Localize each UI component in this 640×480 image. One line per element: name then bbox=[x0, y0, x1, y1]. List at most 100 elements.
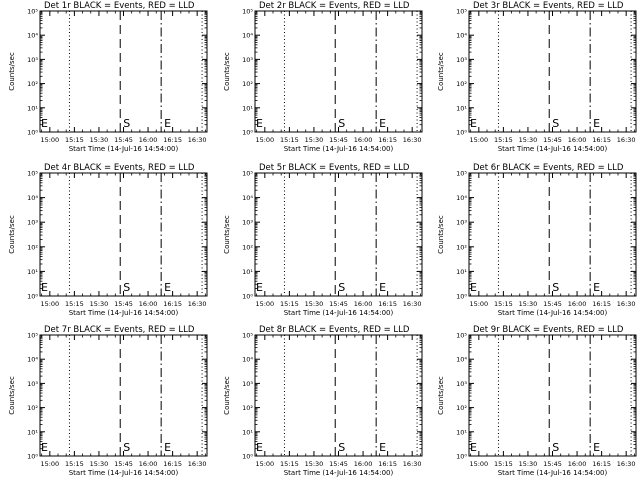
y-tick-label: 10⁰ bbox=[27, 293, 38, 301]
y-tick-label: 10⁵ bbox=[27, 170, 38, 178]
x-tick-label: 15:45 bbox=[114, 136, 133, 144]
y-tick-label: 10³ bbox=[242, 380, 253, 388]
y-tick-label: 10¹ bbox=[242, 104, 253, 112]
x-tick-label: 16:00 bbox=[139, 300, 158, 308]
y-tick-label: 10⁵ bbox=[242, 332, 253, 340]
left-edge-label: E bbox=[470, 441, 477, 454]
x-tick-label: 15:30 bbox=[90, 460, 109, 468]
x-tick-label: 16:00 bbox=[568, 460, 587, 468]
y-axis-label: Counts/sec bbox=[8, 215, 16, 254]
y-tick-label: 10¹ bbox=[27, 428, 38, 436]
detector-panel-2: Det 2r BLACK = Events, RED = LLD 10⁰ 10¹ 10… bbox=[223, 1, 423, 153]
y-tick-label: 10² bbox=[242, 80, 253, 88]
x-tick-label: 15:00 bbox=[40, 136, 59, 144]
left-edge-label: E bbox=[256, 441, 263, 454]
end-marker-label: E bbox=[164, 441, 171, 454]
y-tick-label: 10³ bbox=[27, 56, 38, 64]
x-tick-label: 15:15 bbox=[65, 136, 84, 144]
start-marker-label: S bbox=[123, 281, 130, 294]
x-tick-label: 15:00 bbox=[469, 460, 488, 468]
x-axis-label: Start Time (14-Jul-16 14:54:00) bbox=[498, 309, 608, 317]
x-tick-label: 16:15 bbox=[378, 460, 397, 468]
plot-frame bbox=[39, 334, 208, 457]
x-tick-label: 16:15 bbox=[163, 300, 182, 308]
x-tick-label: 15:15 bbox=[65, 300, 84, 308]
y-tick-label: 10⁴ bbox=[456, 32, 467, 40]
x-tick-label: 16:15 bbox=[378, 300, 397, 308]
y-tick-label: 10³ bbox=[27, 380, 38, 388]
y-tick-label: 10² bbox=[242, 404, 253, 412]
x-tick-label: 15:15 bbox=[494, 460, 513, 468]
start-marker-label: S bbox=[338, 281, 345, 294]
x-tick-label: 15:15 bbox=[280, 300, 299, 308]
left-edge-label: E bbox=[256, 117, 263, 130]
x-tick-label: 15:45 bbox=[543, 136, 562, 144]
y-axis-label: Counts/sec bbox=[8, 52, 16, 91]
detector-panel-8: Det 8r BLACK = Events, RED = LLD 10⁰ 10¹ 10… bbox=[223, 325, 423, 477]
y-tick-label: 10¹ bbox=[456, 428, 467, 436]
y-tick-label: 10⁴ bbox=[456, 194, 467, 202]
x-tick-label: 16:30 bbox=[617, 460, 636, 468]
x-tick-label: 15:00 bbox=[255, 460, 274, 468]
x-tick-label: 15:15 bbox=[280, 460, 299, 468]
x-tick-label: 16:30 bbox=[617, 300, 636, 308]
y-tick-label: 10¹ bbox=[242, 268, 253, 276]
x-axis-label: Start Time (14-Jul-16 14:54:00) bbox=[69, 469, 179, 477]
x-tick-label: 15:45 bbox=[329, 136, 348, 144]
x-axis-label: Start Time (14-Jul-16 14:54:00) bbox=[284, 469, 394, 477]
y-tick-label: 10³ bbox=[456, 380, 467, 388]
y-axis-label: Counts/sec bbox=[223, 376, 231, 415]
y-axis-label: Counts/sec bbox=[223, 215, 231, 254]
end-marker-label: E bbox=[379, 441, 386, 454]
x-tick-label: 15:30 bbox=[519, 300, 538, 308]
x-tick-label: 15:45 bbox=[114, 460, 133, 468]
detector-panel-3: Det 3r BLACK = Events, RED = LLD 10⁰ 10¹ 10… bbox=[437, 1, 637, 153]
x-tick-label: 16:15 bbox=[592, 136, 611, 144]
x-tick-label: 16:15 bbox=[163, 460, 182, 468]
y-tick-label: 10⁰ bbox=[27, 129, 38, 137]
start-marker-label: S bbox=[552, 281, 559, 294]
start-marker-label: S bbox=[338, 441, 345, 454]
left-edge-label: E bbox=[41, 117, 48, 130]
plot-frame bbox=[468, 334, 637, 457]
x-tick-label: 15:45 bbox=[329, 300, 348, 308]
x-tick-label: 16:00 bbox=[139, 136, 158, 144]
x-tick-label: 15:30 bbox=[305, 460, 324, 468]
panel-title: Det 7r BLACK = Events, RED = LLD bbox=[44, 325, 195, 335]
start-marker-label: S bbox=[552, 117, 559, 130]
x-tick-label: 16:00 bbox=[354, 136, 373, 144]
start-marker-label: S bbox=[338, 117, 345, 130]
x-tick-label: 15:00 bbox=[469, 300, 488, 308]
y-tick-label: 10⁰ bbox=[242, 129, 253, 137]
panel-title: Det 4r BLACK = Events, RED = LLD bbox=[44, 163, 195, 173]
detector-panel-9: Det 9r BLACK = Events, RED = LLD 10⁰ 10¹ 10… bbox=[437, 325, 637, 477]
panel-title: Det 5r BLACK = Events, RED = LLD bbox=[259, 163, 410, 173]
x-tick-label: 16:00 bbox=[354, 460, 373, 468]
start-marker-label: S bbox=[123, 441, 130, 454]
x-tick-label: 15:15 bbox=[494, 300, 513, 308]
x-tick-label: 16:30 bbox=[403, 136, 422, 144]
x-tick-label: 15:30 bbox=[90, 136, 109, 144]
x-tick-label: 15:15 bbox=[280, 136, 299, 144]
y-tick-label: 10² bbox=[456, 404, 467, 412]
y-tick-label: 10³ bbox=[456, 219, 467, 227]
x-tick-label: 15:45 bbox=[543, 460, 562, 468]
x-tick-label: 16:30 bbox=[188, 136, 207, 144]
y-tick-label: 10⁰ bbox=[456, 293, 467, 301]
plot-frame bbox=[254, 10, 423, 133]
x-tick-label: 16:00 bbox=[568, 300, 587, 308]
x-axis-label: Start Time (14-Jul-16 14:54:00) bbox=[69, 145, 179, 153]
plot-frame bbox=[468, 10, 637, 133]
left-edge-label: E bbox=[41, 281, 48, 294]
x-tick-label: 15:15 bbox=[65, 460, 84, 468]
left-edge-label: E bbox=[470, 117, 477, 130]
plot-frame bbox=[39, 10, 208, 133]
x-tick-label: 16:00 bbox=[354, 300, 373, 308]
end-marker-label: E bbox=[379, 281, 386, 294]
x-axis-label: Start Time (14-Jul-16 14:54:00) bbox=[69, 309, 179, 317]
x-tick-label: 15:30 bbox=[519, 460, 538, 468]
y-tick-label: 10⁰ bbox=[242, 293, 253, 301]
left-edge-label: E bbox=[470, 281, 477, 294]
x-tick-label: 15:30 bbox=[90, 300, 109, 308]
